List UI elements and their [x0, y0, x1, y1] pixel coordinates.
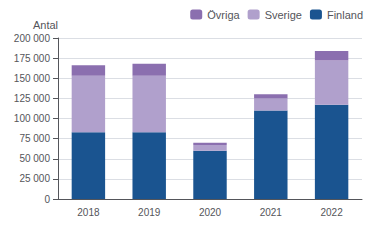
svg-text:100 000: 100 000 [14, 113, 51, 124]
svg-text:175 000: 175 000 [14, 53, 51, 64]
svg-text:25 000: 25 000 [19, 173, 50, 184]
svg-text:2022: 2022 [320, 207, 343, 218]
svg-text:150 000: 150 000 [14, 73, 51, 84]
svg-text:Antal: Antal [33, 19, 58, 31]
svg-text:Övriga: Övriga [207, 9, 240, 21]
svg-text:Sverige: Sverige [265, 9, 302, 21]
svg-text:200 000: 200 000 [14, 33, 51, 44]
svg-text:75 000: 75 000 [19, 133, 50, 144]
svg-text:2019: 2019 [138, 207, 161, 218]
svg-text:125 000: 125 000 [14, 93, 51, 104]
svg-text:Finland: Finland [327, 9, 363, 21]
svg-text:2018: 2018 [77, 207, 100, 218]
svg-text:50 000: 50 000 [19, 153, 50, 164]
svg-text:2021: 2021 [260, 207, 283, 218]
svg-text:2020: 2020 [199, 207, 222, 218]
svg-text:0: 0 [44, 194, 50, 205]
